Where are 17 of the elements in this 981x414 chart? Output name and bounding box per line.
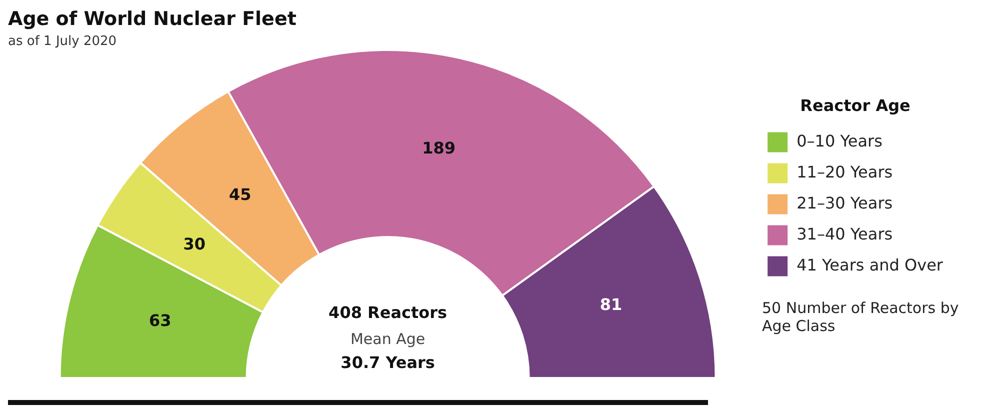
- legend-label: 0–10 Years: [796, 131, 882, 150]
- legend-label: 41 Years and Over: [796, 255, 944, 274]
- text: 30.7 Years: [340, 353, 435, 372]
- text: 408 Reactors: [328, 303, 448, 322]
- data-label: 81: [600, 295, 622, 314]
- data-label: 63: [149, 310, 172, 330]
- chart-subtitle: as of 1 July 2020: [8, 34, 118, 49]
- text: Mean Age: [350, 330, 426, 348]
- legend-label: 11–20 Years: [796, 162, 893, 182]
- chart-title: Age of World Nuclear Fleet: [8, 8, 298, 30]
- legend-title: Reactor Age: [800, 96, 911, 116]
- data-label: 45: [228, 185, 252, 204]
- text: 50 Number of Reactors by Age Class: [762, 299, 960, 335]
- data-label: 30: [183, 234, 206, 254]
- legend-label: 31–40 Years: [796, 224, 893, 244]
- legend-label: 21–30 Years: [796, 193, 893, 212]
- data-label: 189: [422, 138, 456, 158]
